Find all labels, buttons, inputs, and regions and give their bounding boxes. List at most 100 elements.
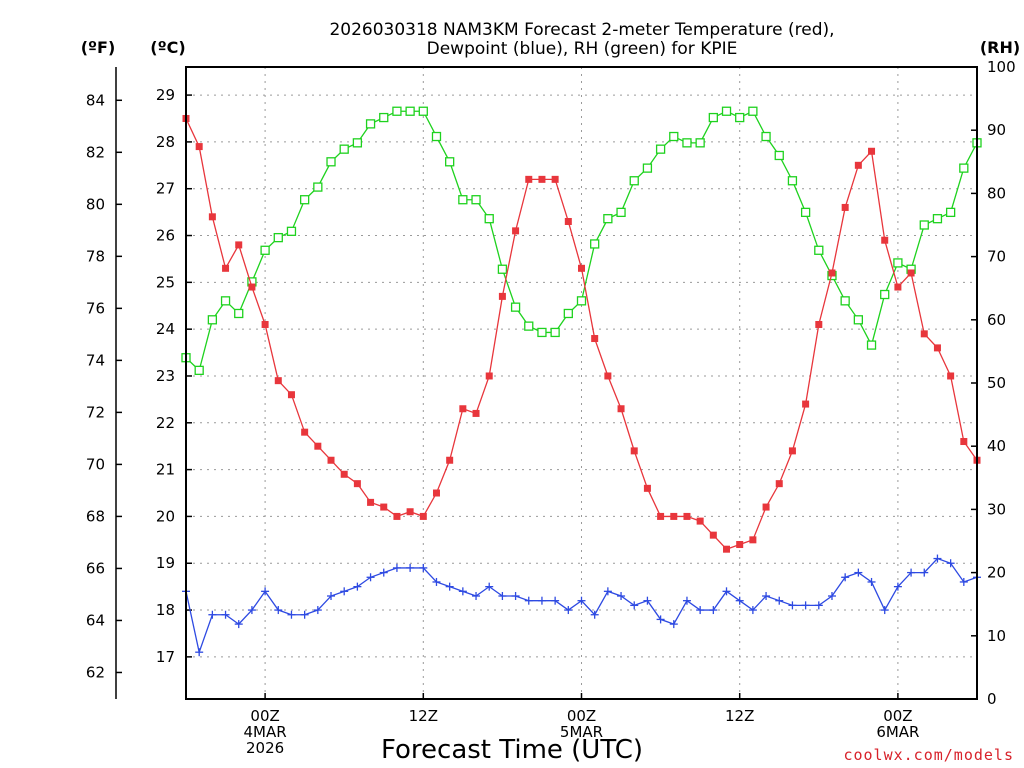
dewpoint-point xyxy=(920,568,929,577)
rh-point xyxy=(563,308,573,319)
temperature-point xyxy=(222,264,230,272)
chart-title-line-2: Dewpoint (blue), RH (green) for KPIE xyxy=(427,39,738,59)
temperature-point xyxy=(736,541,744,549)
rh-point xyxy=(893,258,903,268)
dewpoint-point xyxy=(537,596,546,605)
celsius-tick-label: 25 xyxy=(156,273,175,291)
dewpoint-point xyxy=(577,596,586,605)
dewpoint-point xyxy=(709,606,718,615)
temperature-point xyxy=(828,269,836,277)
temperature-point xyxy=(907,269,915,277)
time-tick-label: 6MAR xyxy=(876,723,919,741)
dewpoint-point xyxy=(287,610,296,619)
time-tick-label: 2026 xyxy=(246,739,284,757)
rh-tick-label: 70 xyxy=(987,248,1006,266)
celsius-tick-label: 20 xyxy=(156,507,175,525)
temperature-point xyxy=(868,147,876,155)
dewpoint-point xyxy=(867,577,876,586)
dewpoint-point xyxy=(959,577,968,586)
rh-point xyxy=(800,207,811,218)
temperature-point xyxy=(657,512,665,520)
dewpoint-point xyxy=(300,610,309,619)
rh-point xyxy=(642,163,653,173)
temperature-point xyxy=(854,161,862,169)
rh-tick-label: 10 xyxy=(987,627,1006,645)
dewpoint-point xyxy=(814,601,823,610)
rh-point xyxy=(576,296,587,306)
dewpoint-point xyxy=(933,554,942,563)
rh-point xyxy=(339,144,349,154)
dewpoint-point xyxy=(353,582,362,591)
rh-point xyxy=(497,264,508,274)
rh-point xyxy=(537,327,547,338)
dewpoint-point xyxy=(340,587,349,596)
rh-point xyxy=(431,131,442,142)
time-tick-label: 4MAR xyxy=(244,723,287,741)
rh-point xyxy=(721,106,732,116)
dewpoint-point xyxy=(854,568,863,577)
temperature-point xyxy=(723,545,731,553)
temperature-point xyxy=(643,484,651,492)
rh-point xyxy=(379,112,389,123)
temperature-point xyxy=(920,330,928,338)
temperature-point xyxy=(195,143,203,151)
temperature-point xyxy=(498,292,506,300)
fahrenheit-tick-label: 70 xyxy=(86,455,105,473)
rh-point xyxy=(840,296,850,306)
rh-point xyxy=(590,239,600,249)
celsius-tick-label: 29 xyxy=(156,86,175,104)
rh-point xyxy=(880,289,890,300)
dewpoint-point xyxy=(946,559,955,568)
rh-point xyxy=(273,232,283,243)
rh-point xyxy=(234,308,244,319)
temperature-point xyxy=(353,480,361,488)
temperature-point xyxy=(393,512,401,520)
dewpoint-point xyxy=(590,610,599,619)
dewpoint-point xyxy=(801,601,810,610)
temperature-point xyxy=(762,503,770,511)
dewpoint-point xyxy=(472,592,481,601)
fahrenheit-tick-label: 62 xyxy=(86,663,105,681)
rh-point xyxy=(932,214,943,224)
dewpoint-point xyxy=(630,601,639,610)
rh-point xyxy=(655,144,666,154)
dewpoint-point xyxy=(366,573,375,582)
celsius-tick-label: 26 xyxy=(156,227,175,245)
rh-tick-label: 40 xyxy=(987,437,1006,455)
x-axis-title: Forecast Time (UTC) xyxy=(381,735,643,765)
time-tick-label: 12Z xyxy=(725,707,754,725)
temperature-point xyxy=(591,335,599,343)
temperature-point xyxy=(775,480,783,488)
celsius-tick-label: 19 xyxy=(156,554,175,572)
dewpoint-point xyxy=(827,592,836,601)
temperature-point xyxy=(630,447,638,455)
celsius-axis: 17 18 19 20 21 22 23 24 25 26 27 28 29 xyxy=(156,86,192,666)
dewpoint-point xyxy=(406,563,415,572)
time-tick-label: 00Z xyxy=(883,707,912,725)
dewpoint-point xyxy=(274,606,283,615)
celsius-tick-label: 21 xyxy=(156,461,175,479)
dewpoint-point xyxy=(735,596,744,605)
rh-point xyxy=(220,296,231,306)
temperature-point xyxy=(208,213,216,221)
temperature-point xyxy=(670,512,678,520)
dewpoint-point xyxy=(893,582,902,591)
fahrenheit-tick-label: 78 xyxy=(86,247,105,265)
rh-point xyxy=(299,195,310,205)
temperature-point xyxy=(749,536,757,544)
rh-point xyxy=(510,302,521,312)
rh-point xyxy=(774,150,784,161)
rh-point xyxy=(945,207,956,218)
rh-tick-label: 0 xyxy=(987,690,997,708)
rh-point xyxy=(471,195,481,205)
dewpoint-point xyxy=(234,620,243,629)
rh-point xyxy=(458,195,468,205)
time-tick-label: 5MAR xyxy=(560,723,603,741)
dewpoint-point xyxy=(498,592,507,601)
dewpoint-point xyxy=(696,606,705,615)
rh-unit-label: (RH) xyxy=(980,38,1020,57)
fahrenheit-tick-label: 84 xyxy=(86,91,105,109)
temperature-point xyxy=(301,428,309,436)
temperature-point xyxy=(709,531,717,539)
fahrenheit-unit-label: (ºF) xyxy=(81,38,116,57)
